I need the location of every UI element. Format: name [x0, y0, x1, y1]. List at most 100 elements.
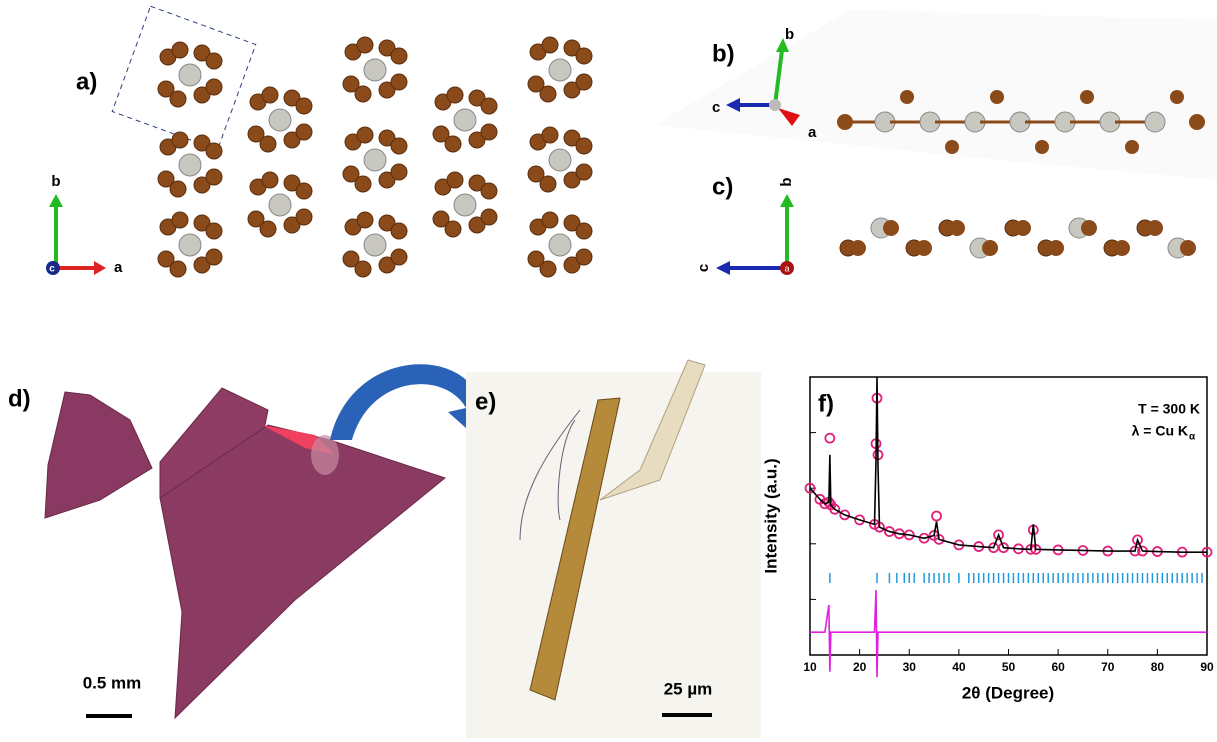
- atom: [883, 220, 899, 236]
- arrowhead: [716, 261, 730, 275]
- atom: [1081, 220, 1097, 236]
- atom: [541, 211, 559, 229]
- atom: [480, 208, 498, 226]
- atom: [193, 214, 211, 232]
- atom: [390, 47, 408, 65]
- atom: [205, 168, 223, 186]
- atom: [259, 220, 277, 238]
- axis-letter: c: [712, 99, 720, 116]
- atom: [363, 58, 387, 82]
- atom: [378, 81, 396, 99]
- atom: [268, 193, 292, 217]
- atom: [354, 85, 372, 103]
- atom: [1180, 240, 1196, 256]
- atom: [363, 148, 387, 172]
- observed-point: [993, 529, 1004, 541]
- atom: [541, 36, 559, 54]
- atom: [468, 89, 486, 107]
- observed-point: [839, 509, 851, 521]
- observed-point: [804, 482, 816, 494]
- atom: [356, 36, 374, 54]
- arrowhead: [726, 98, 740, 112]
- image-background: [466, 372, 761, 738]
- atom: [480, 123, 498, 141]
- atom: [563, 256, 581, 274]
- crystal-photo: [159, 387, 269, 499]
- x-tick-label: 10: [803, 660, 817, 674]
- x-tick-label: 90: [1200, 660, 1214, 674]
- panel-label: f): [818, 390, 834, 417]
- transfer-arrow: [330, 364, 498, 445]
- axis-letter: b: [778, 177, 795, 186]
- atom: [205, 248, 223, 266]
- atom: [378, 39, 396, 57]
- annotation: α: [1189, 432, 1196, 443]
- atom: [444, 135, 462, 153]
- unit-cell: [111, 5, 257, 151]
- axis-origin: [780, 261, 794, 275]
- atom: [850, 240, 866, 256]
- axis-arrow: [773, 49, 784, 106]
- atom: [480, 97, 498, 115]
- x-tick-label: 40: [952, 660, 966, 674]
- atom: [990, 90, 1004, 104]
- atom: [575, 222, 593, 240]
- atom: [261, 171, 279, 189]
- atom: [169, 180, 187, 198]
- atom: [283, 89, 301, 107]
- observed-point: [1132, 534, 1143, 546]
- atom: [446, 171, 464, 189]
- observed-point: [854, 514, 866, 526]
- atom: [295, 97, 313, 115]
- atom: [378, 171, 396, 189]
- atom: [378, 256, 396, 274]
- atom: [356, 126, 374, 144]
- atom: [527, 250, 545, 268]
- atom: [432, 210, 450, 228]
- atom: [268, 108, 292, 132]
- atom: [949, 220, 965, 236]
- axis-letter: b: [51, 173, 60, 190]
- selection: [311, 435, 339, 475]
- atom: [575, 248, 593, 266]
- atom: [1035, 140, 1049, 154]
- atom: [480, 182, 498, 200]
- atom: [453, 193, 477, 217]
- atom: [563, 81, 581, 99]
- atom: [1189, 114, 1205, 130]
- observed-point: [931, 510, 942, 522]
- atom: [1144, 111, 1166, 133]
- annotation: λ = Cu K: [1132, 423, 1188, 439]
- atom: [1080, 90, 1094, 104]
- arrowhead: [94, 261, 106, 275]
- scale-label: 0.5 mm: [83, 673, 142, 692]
- scale-label: 25 µm: [664, 679, 713, 698]
- atom: [1114, 240, 1130, 256]
- atom: [563, 214, 581, 232]
- atom: [193, 134, 211, 152]
- atom: [563, 129, 581, 147]
- atom: [390, 137, 408, 155]
- axis-letter: a: [114, 259, 123, 276]
- atom: [193, 44, 211, 62]
- x-axis-label: 2θ (Degree): [962, 683, 1054, 702]
- atom: [171, 131, 189, 149]
- atom: [295, 182, 313, 200]
- atom: [563, 39, 581, 57]
- atom: [1125, 140, 1139, 154]
- xrd-chart: f) T = 300 K λ = Cu K α 2θ (Degree) Inte…: [761, 376, 1214, 702]
- atom: [205, 52, 223, 70]
- atom: [527, 165, 545, 183]
- y-axis-label: Intensity (a.u.): [761, 458, 780, 573]
- crystal-photo: [44, 391, 153, 519]
- curve: [810, 589, 1207, 678]
- atom: [259, 135, 277, 153]
- atom: [342, 75, 360, 93]
- atom: [539, 175, 557, 193]
- atom: [193, 256, 211, 274]
- structure-c: [839, 217, 1196, 259]
- atom: [527, 75, 545, 93]
- atom: [468, 174, 486, 192]
- arrowhead: [49, 194, 63, 207]
